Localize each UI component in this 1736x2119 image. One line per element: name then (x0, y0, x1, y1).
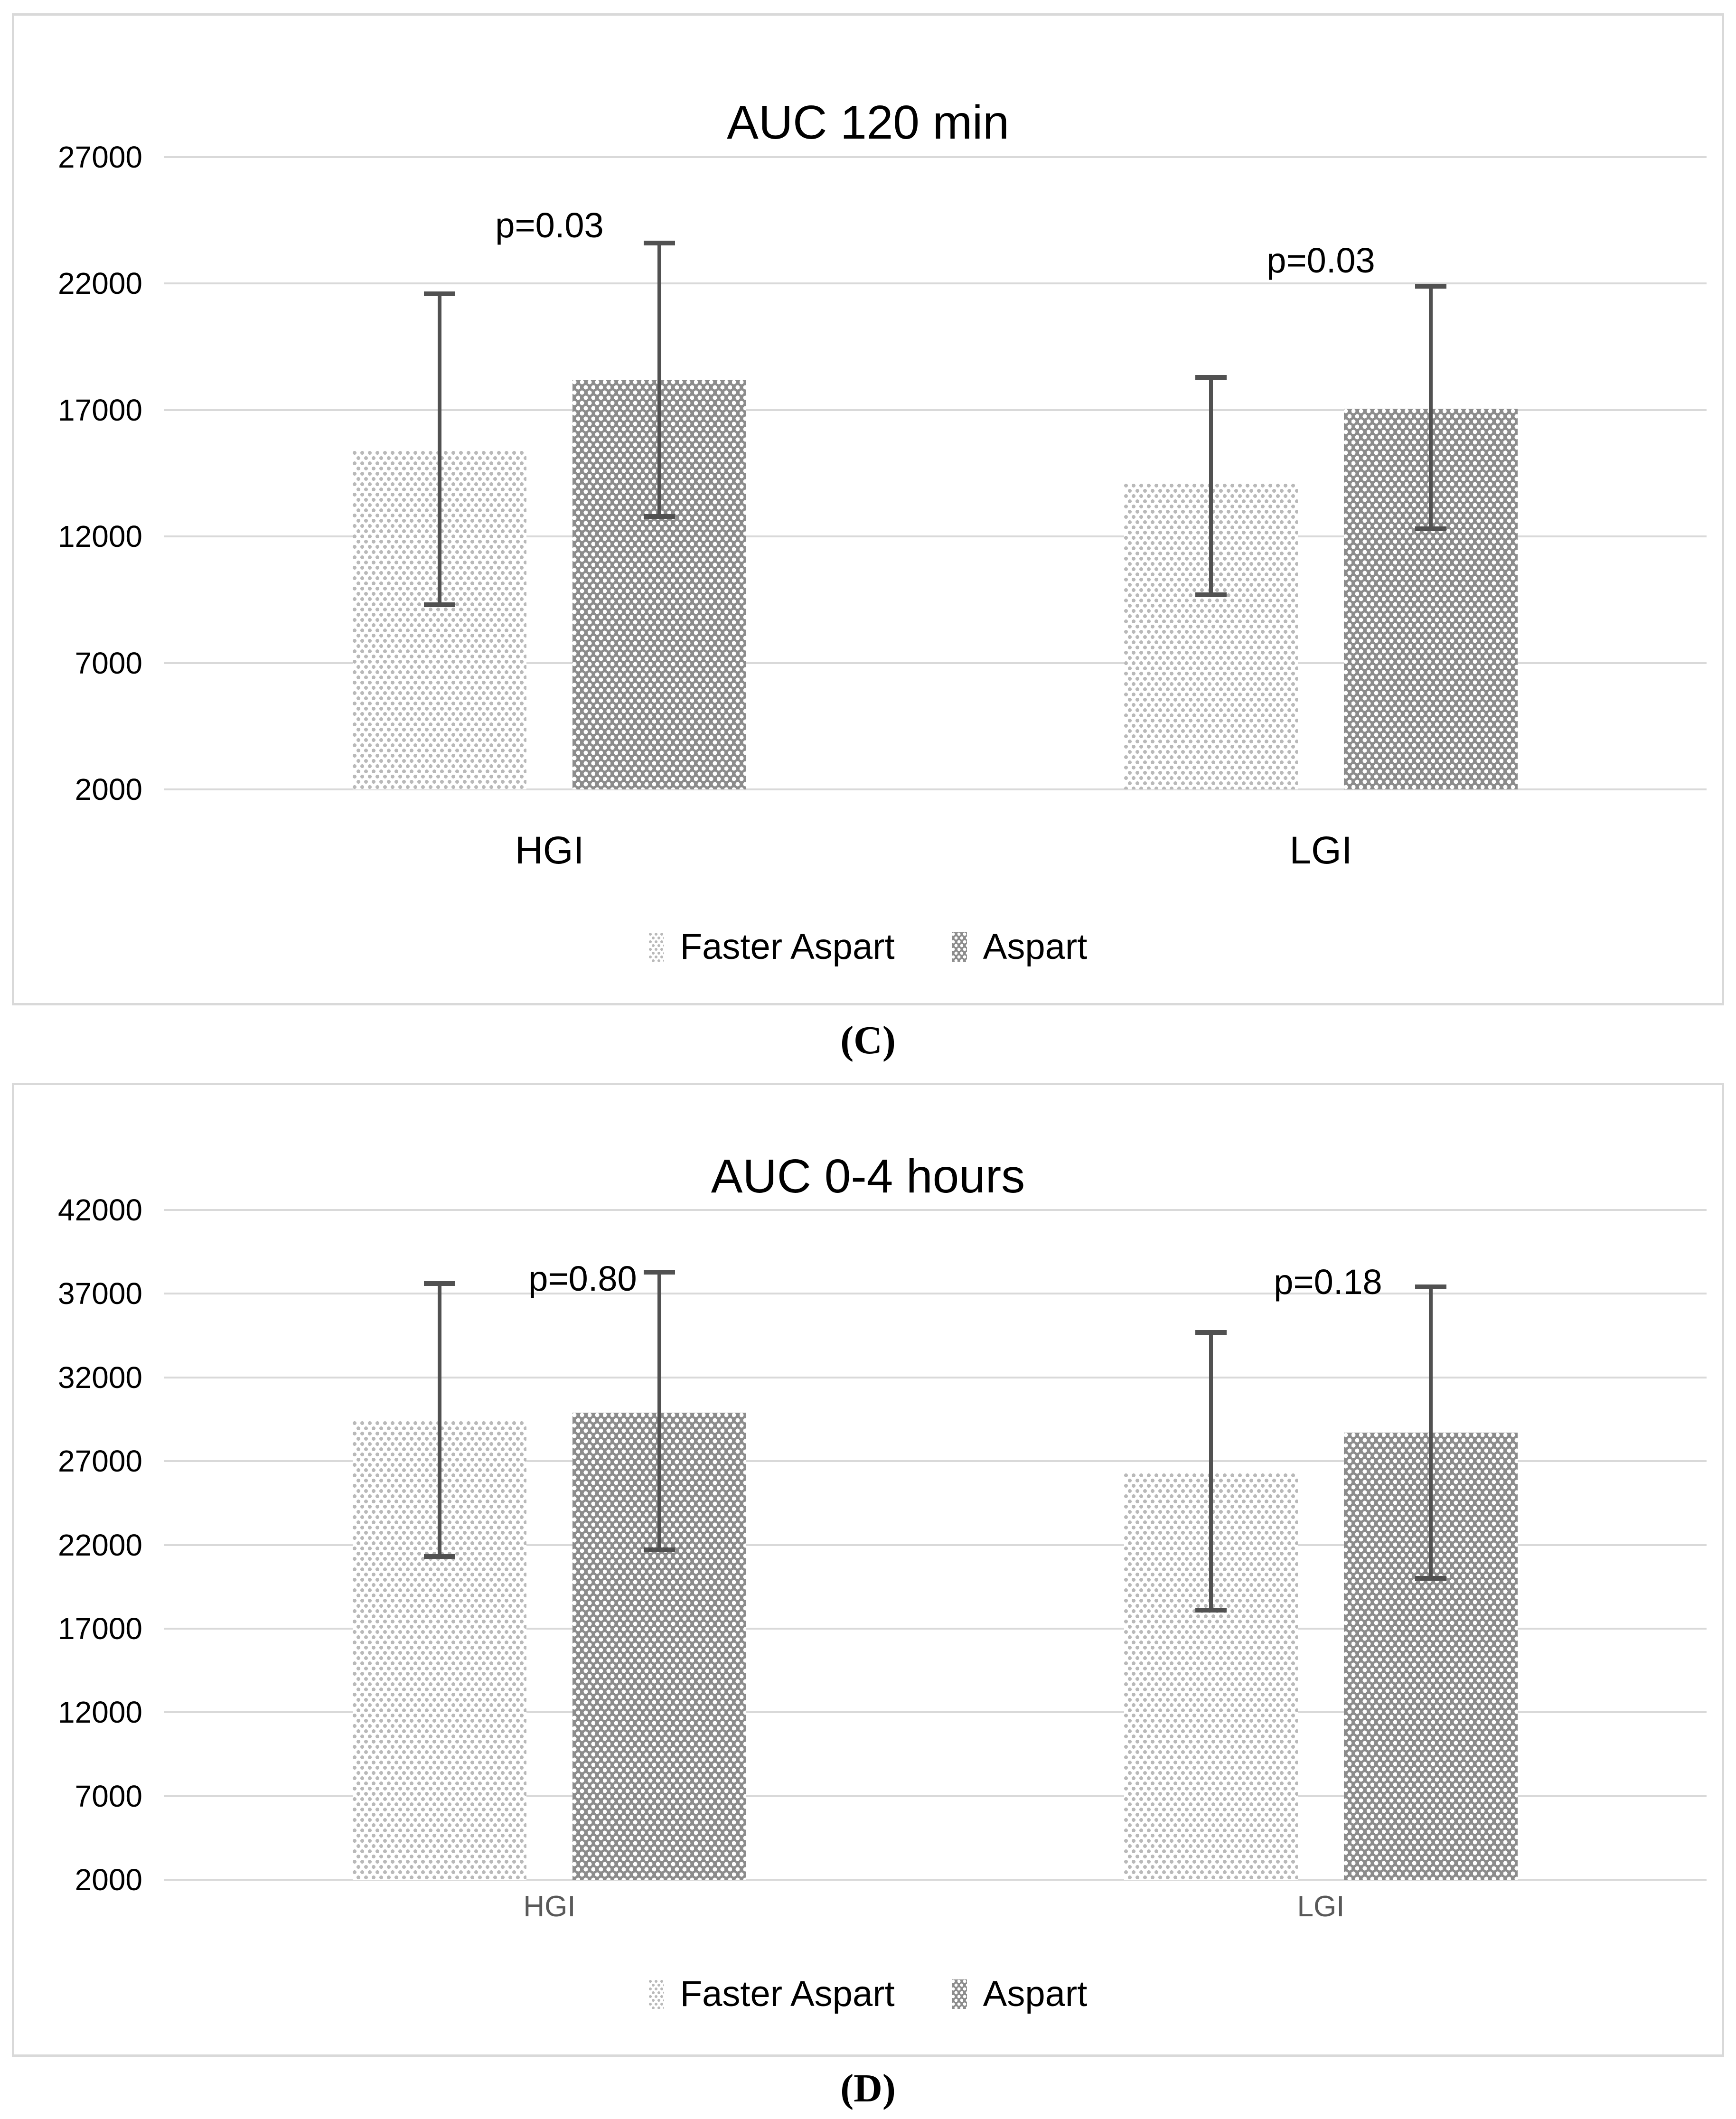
legend-item-faster-aspart: Faster Aspart (648, 927, 895, 967)
p-value-label: p=0.80 (528, 1258, 637, 1298)
y-axis-tick-label: 2000 (75, 772, 142, 806)
error-bar-cap-top (1195, 1330, 1227, 1335)
gridline (164, 1879, 1707, 1881)
p-value-label: p=0.03 (1267, 241, 1375, 281)
error-bar-cap-top (424, 1281, 455, 1286)
legend-swatch-light-dots (648, 1979, 664, 2009)
error-bar-cap-bottom (424, 602, 455, 608)
gridline (164, 1711, 1707, 1714)
y-axis-tick-label: 22000 (58, 266, 142, 301)
caption-c: (C) (840, 1018, 896, 1062)
plot-area: 27000 22000 17000 12000 7000 2000 HGI LGI p=0.03… (14, 16, 1722, 1003)
legend-item-faster-aspart: Faster Aspart (648, 1974, 895, 2014)
y-axis-tick-label: 7000 (75, 646, 142, 680)
bar-aspart-hgi (572, 379, 746, 789)
y-axis-tick-label: 7000 (75, 1779, 142, 1813)
gridline (164, 535, 1707, 538)
x-category-label-hgi: HGI (523, 1890, 576, 1923)
error-bar-cap-bottom (1415, 1576, 1446, 1581)
error-bar-line (1209, 377, 1213, 595)
legend: Faster Aspart Aspart (14, 1976, 1722, 2012)
p-value-label: p=0.03 (495, 205, 604, 245)
error-bar-cap-top (644, 241, 675, 246)
y-axis-tick-label: 17000 (58, 1611, 142, 1646)
error-bar-cap-top (424, 291, 455, 296)
error-bar-cap-bottom (1195, 1608, 1227, 1613)
x-category-label-hgi: HGI (515, 829, 584, 872)
chart-title: AUC 120 min (727, 96, 1009, 149)
y-axis-tick-label: 37000 (58, 1276, 142, 1311)
error-bar-cap-top (1415, 283, 1446, 289)
legend-swatch-dark-dots (951, 932, 967, 962)
gridline (164, 282, 1707, 285)
y-axis-tick-label: 12000 (58, 519, 142, 554)
legend-item-aspart: Aspart (951, 1974, 1088, 2014)
bar-faster-aspart-lgi (1124, 1472, 1298, 1880)
error-bar-line (438, 293, 441, 605)
error-bar-cap-bottom (1195, 592, 1227, 597)
p-value-label: p=0.18 (1274, 1262, 1382, 1302)
chart-auc-0-4-hours: AUC 0-4 hours 42000 37000 32000 27000 22000 1… (12, 1083, 1724, 2057)
y-axis-tick-label: 17000 (58, 393, 142, 427)
gridline (164, 788, 1707, 790)
caption-d: (D) (840, 2066, 896, 2110)
y-axis-tick-label: 27000 (58, 140, 142, 174)
error-bar-line (657, 243, 661, 516)
bar-faster-aspart-lgi (1124, 483, 1298, 789)
y-axis-tick-label: 32000 (58, 1360, 142, 1395)
error-bar-cap-top (1415, 1285, 1446, 1290)
error-bar-line (1429, 286, 1433, 529)
gridline (164, 1460, 1707, 1463)
legend-swatch-dark-dots (951, 1979, 967, 2009)
plot-area: 42000 37000 32000 27000 22000 17000 12000 7000 2… (14, 1085, 1722, 2054)
gridline (164, 1627, 1707, 1630)
gridline (164, 662, 1707, 664)
chart-auc-120-min: AUC 120 min 27000 22000 17000 12000 7000 2000… (12, 13, 1724, 1005)
legend-label: Aspart (983, 1974, 1088, 2014)
error-bar-cap-bottom (644, 514, 675, 519)
gridline (164, 1544, 1707, 1546)
gridline (164, 1795, 1707, 1797)
gridline (164, 1293, 1707, 1295)
error-bar-line (1209, 1332, 1213, 1611)
gridline (164, 1209, 1707, 1211)
legend-swatch-light-dots (648, 932, 664, 962)
legend-label: Faster Aspart (680, 1974, 895, 2014)
legend-item-aspart: Aspart (951, 927, 1088, 967)
y-axis-tick-label: 27000 (58, 1444, 142, 1479)
chart-title: AUC 0-4 hours (711, 1150, 1025, 1203)
error-bar-cap-bottom (644, 1547, 675, 1553)
error-bar-line (657, 1272, 661, 1550)
y-axis-tick-label: 2000 (75, 1863, 142, 1897)
gridline (164, 409, 1707, 411)
y-axis-tick-label: 12000 (58, 1695, 142, 1730)
legend: Faster Aspart Aspart (14, 929, 1722, 965)
error-bar-cap-top (644, 1269, 675, 1275)
error-bar-cap-bottom (424, 1554, 455, 1559)
y-axis-tick-label: 42000 (58, 1193, 142, 1227)
gridline (164, 156, 1707, 158)
legend-label: Faster Aspart (680, 927, 895, 967)
gridline (164, 1376, 1707, 1378)
error-bar-cap-top (1195, 375, 1227, 380)
error-bar-line (1429, 1287, 1433, 1579)
error-bar-line (438, 1284, 441, 1557)
x-category-label-lgi: LGI (1289, 829, 1352, 872)
y-axis-tick-label: 22000 (58, 1528, 142, 1562)
error-bar-cap-bottom (1415, 526, 1446, 532)
legend-label: Aspart (983, 927, 1088, 967)
x-category-label-lgi: LGI (1297, 1890, 1345, 1923)
